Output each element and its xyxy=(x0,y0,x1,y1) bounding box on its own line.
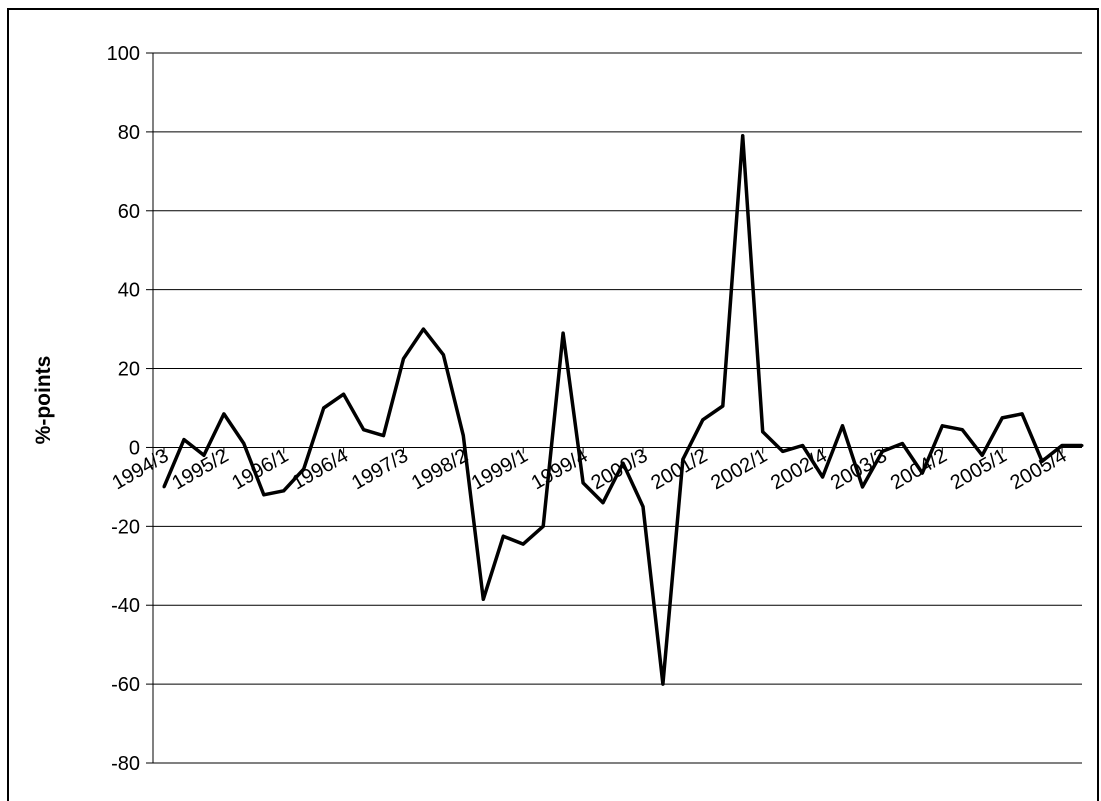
data-point xyxy=(322,406,326,410)
data-point xyxy=(262,493,266,497)
data-point xyxy=(761,430,765,434)
y-tick-label: 0 xyxy=(129,437,140,459)
y-tick-label: -40 xyxy=(111,595,140,617)
data-point xyxy=(182,438,186,442)
data-point xyxy=(880,449,884,453)
data-point xyxy=(362,428,366,432)
data-point xyxy=(900,442,904,445)
data-point xyxy=(282,489,286,493)
data-point xyxy=(641,505,645,509)
data-point xyxy=(242,442,246,445)
data-point xyxy=(481,597,485,601)
data-point xyxy=(621,461,625,465)
axes xyxy=(152,53,1082,763)
data-point xyxy=(501,534,505,538)
data-point xyxy=(581,481,585,485)
data-point xyxy=(681,457,685,461)
y-tick-label: 80 xyxy=(118,122,140,144)
data-point xyxy=(920,471,924,475)
data-point xyxy=(661,682,665,686)
data-point xyxy=(1040,459,1044,463)
y-tick-label: -60 xyxy=(111,674,140,696)
series-group xyxy=(162,134,1084,686)
data-point xyxy=(302,467,306,471)
data-point xyxy=(741,134,745,138)
data-point xyxy=(860,485,864,489)
data-point xyxy=(821,475,825,479)
data-point xyxy=(441,353,445,357)
data-point xyxy=(960,428,964,432)
data-point xyxy=(541,524,545,528)
data-point xyxy=(561,331,565,335)
chart-border xyxy=(7,8,1099,801)
data-point xyxy=(342,392,346,396)
data-point xyxy=(461,434,465,438)
y-tick-label: 40 xyxy=(118,280,140,302)
data-point xyxy=(701,418,705,422)
data-point xyxy=(940,424,944,428)
data-point xyxy=(1080,443,1084,447)
data-point xyxy=(980,453,984,457)
data-point xyxy=(1020,412,1024,416)
y-tick-label: -80 xyxy=(111,753,140,775)
y-tick-labels: 100 80 60 40 20 0 -20 -40 -60 -80 xyxy=(107,43,140,775)
y-tick-label: 20 xyxy=(118,359,140,381)
y-tick-label: 100 xyxy=(107,43,140,65)
data-point xyxy=(222,412,226,416)
data-point xyxy=(601,501,605,505)
data-point xyxy=(841,424,845,428)
data-point xyxy=(202,453,206,457)
y-tick-label: 60 xyxy=(118,201,140,223)
y-tick-label: -20 xyxy=(111,516,140,538)
data-point xyxy=(721,404,725,408)
data-point xyxy=(401,357,405,361)
data-point xyxy=(801,443,805,447)
data-point xyxy=(1060,443,1064,447)
data-point xyxy=(421,327,425,331)
data-point xyxy=(382,434,386,438)
data-point xyxy=(521,542,525,546)
y-axis-label: %-points xyxy=(32,356,55,445)
data-point xyxy=(781,449,785,453)
data-point xyxy=(1000,416,1004,420)
data-point xyxy=(162,485,166,489)
